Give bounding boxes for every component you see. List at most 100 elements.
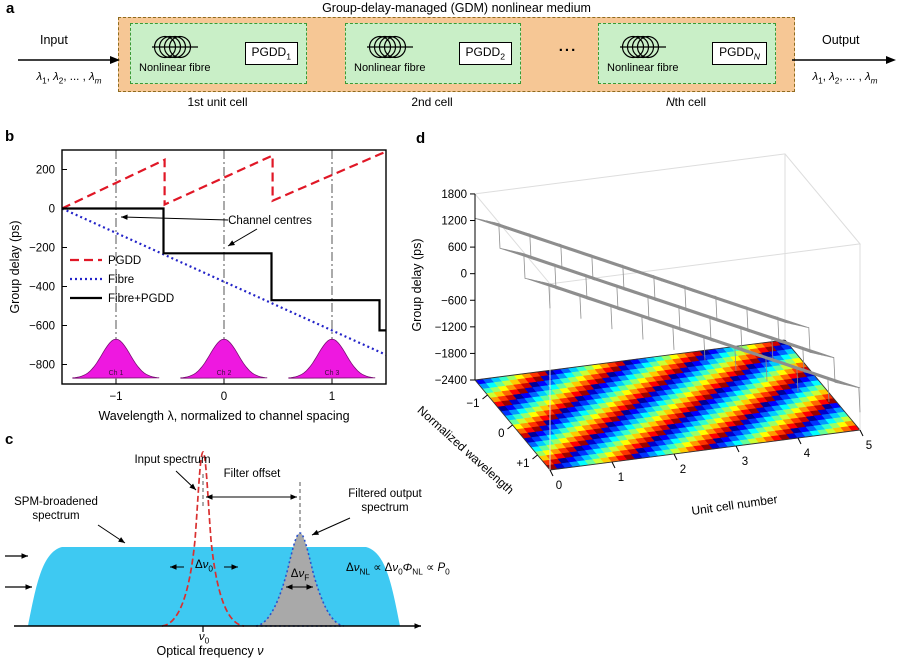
- gdm-title: Group-delay-managed (GDM) nonlinear medi…: [322, 1, 591, 15]
- u-tick: [735, 445, 740, 453]
- arrow-head: [886, 56, 896, 64]
- arrow-head: [231, 564, 238, 570]
- fibre-coil-icon: [619, 35, 666, 59]
- channel-spectrum: [72, 338, 160, 379]
- legend-label: PGDD: [108, 255, 141, 267]
- frequency-axis-label: Optical frequency ν: [156, 644, 264, 658]
- z-tick-label: −1800: [435, 348, 467, 360]
- mesh-line: [784, 321, 861, 413]
- output-label: Output: [822, 33, 860, 47]
- panel-b-chart: Ch 1 Ch 2 Ch 3 200 0 −200 −400 −600 −800 −1 0 1 Grou…: [8, 149, 387, 423]
- arrow-head: [312, 529, 319, 535]
- cell-caption-N: Nth cell: [665, 95, 707, 109]
- y-tick-label: 200: [36, 165, 55, 177]
- y-tick-label: −400: [29, 282, 55, 294]
- u-tick-label: 1: [618, 472, 624, 484]
- cell-caption-2: 2nd cell: [411, 95, 453, 109]
- z-tick-label: −600: [441, 295, 467, 307]
- input-spectrum-label: Input spectrum: [134, 454, 211, 466]
- w-tick-label: 0: [498, 428, 504, 440]
- channel-spectrum: [288, 338, 376, 379]
- box-top: [474, 153, 861, 285]
- annotation-channel-centres: Channel centres: [228, 215, 312, 227]
- input-arrow: [18, 56, 120, 64]
- filter-offset-label: Filter offset: [223, 468, 281, 480]
- fibre-coil-icon: [366, 35, 413, 59]
- mesh-line: [474, 217, 551, 309]
- pgdd-box-1: PGDD1: [244, 42, 298, 65]
- u-tick: [797, 437, 802, 445]
- arrow-line: [120, 216, 229, 221]
- arrow-head: [228, 240, 235, 246]
- u-tick-label: 5: [866, 440, 872, 452]
- mesh-line: [753, 311, 830, 402]
- dnuF-label: ΔνF: [290, 568, 310, 583]
- pgdd-sub: N: [753, 51, 760, 62]
- mesh-line: [505, 228, 582, 319]
- fibre-coil-icon: [151, 35, 198, 59]
- panel-c-diagram: [5, 451, 421, 632]
- arrow-head: [118, 537, 125, 543]
- cell-caption-1: 1st unit cell: [187, 95, 248, 109]
- panel-letter-c: c: [5, 431, 14, 448]
- pgdd-sub: 2: [500, 51, 505, 62]
- filtered-output-label: Filtered output spectrum: [348, 488, 422, 514]
- u-tick: [611, 461, 616, 469]
- ellipsis: ...: [558, 38, 578, 55]
- panel-c: SPM-broadened spectrum Input spectrum Fi…: [0, 440, 460, 669]
- y-tick-label: −600: [29, 321, 55, 333]
- series-Fibre-PGDD: [62, 207, 386, 332]
- y-tick-label: −200: [29, 243, 55, 255]
- x-tick-label: 0: [221, 391, 227, 403]
- y-tick-label: −800: [29, 360, 55, 372]
- pgdd-base: PGDD: [719, 45, 754, 60]
- panel-letter-d: d: [416, 130, 426, 147]
- z-tick-label: 1200: [441, 216, 467, 228]
- mesh-line: [660, 280, 737, 371]
- dnu0-label: Δν0: [194, 559, 214, 574]
- mesh-line: [549, 283, 861, 389]
- u-tick: [673, 453, 678, 461]
- formula-label: ΔνNL ∝ Δν0ΦNL ∝ P0: [346, 562, 450, 577]
- arrow-head: [286, 584, 293, 590]
- z-axis-label: Group delay (ps): [410, 238, 424, 331]
- panel-letter-a: a: [6, 0, 15, 17]
- arrow-head: [121, 214, 128, 220]
- mesh-line: [722, 301, 799, 392]
- fibre-group: Nonlinear fibre: [354, 33, 426, 74]
- arrow-head: [306, 584, 313, 590]
- mesh-line: [474, 217, 786, 323]
- series-Fibre: [61, 207, 387, 356]
- arrow-head: [25, 584, 32, 590]
- output-wavelengths: λ1, λ2, ... , λm: [812, 71, 878, 86]
- filtered-output-spectrum-shape: [255, 532, 345, 627]
- unit-cell-N: Nonlinear fibre PGDDN: [598, 23, 776, 84]
- arrow-head: [290, 494, 297, 500]
- u-tick: [549, 469, 554, 477]
- unit-cell-2: Nonlinear fibre PGDD2: [345, 23, 521, 84]
- channel-spectrum: [180, 338, 268, 379]
- z-tick-label: 1800: [441, 189, 467, 201]
- gdm-box: Nonlinear fibre PGDD1 Nonlinear fibre PG…: [118, 17, 795, 92]
- panel-d-chart: 1800 1200 600 0 −600 −1200 −1800 −2400 −1 0 +1 0 1 2 3…: [410, 153, 872, 518]
- u-tick-label: 0: [556, 480, 562, 492]
- channel-label: Ch 1: [109, 370, 124, 377]
- panel-letter-b: b: [5, 128, 15, 145]
- fibre-label: Nonlinear fibre: [139, 62, 211, 74]
- mesh-line: [536, 238, 613, 330]
- legend-label: Fibre: [108, 274, 134, 286]
- x-tick-label: −1: [109, 391, 122, 403]
- arrow-line: [311, 517, 351, 536]
- z-tick-label: 600: [448, 242, 467, 254]
- z-tick-label: 0: [461, 269, 467, 281]
- arrow-head: [189, 483, 196, 490]
- w-tick: [532, 454, 538, 460]
- arrow-head: [110, 56, 120, 64]
- w-tick: [507, 424, 513, 430]
- z-tick-label: −1200: [435, 322, 467, 334]
- nu0-label: ν0: [198, 631, 210, 646]
- mesh-line: [691, 290, 768, 382]
- y-axis-label: Group delay (ps): [8, 220, 22, 313]
- z-tick-label: −2400: [435, 375, 467, 387]
